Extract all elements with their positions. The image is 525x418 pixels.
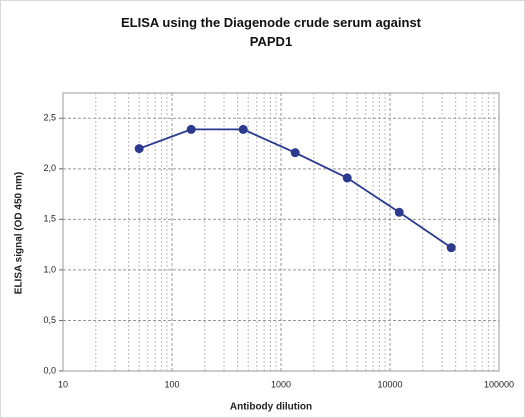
y-tick-label: 2,0 [43,163,56,173]
data-point [134,144,144,154]
data-point [446,243,456,253]
x-tick-label: 10 [58,379,68,389]
y-tick-label: 0,5 [43,315,56,325]
data-point [342,173,352,183]
data-point [186,124,196,134]
data-point [238,124,248,134]
x-tick-label: 100 [164,379,179,389]
y-axis-label: ELISA signal (OD 450 nm) [14,172,25,294]
y-tick-label: 0,0 [43,365,56,375]
y-tick-label: 2,5 [43,113,56,123]
y-tick-label: 1,5 [43,214,56,224]
data-point [290,148,300,158]
data-point [394,207,404,217]
x-tick-label: 100000 [484,379,514,389]
chart-title: ELISA using the Diagenode crude serum ag… [120,15,422,49]
x-axis-label: Antibody dilution [230,402,312,413]
x-tick-label: 1000 [271,379,291,389]
x-tick-label: 10000 [377,379,402,389]
y-tick-label: 1,0 [43,264,56,274]
